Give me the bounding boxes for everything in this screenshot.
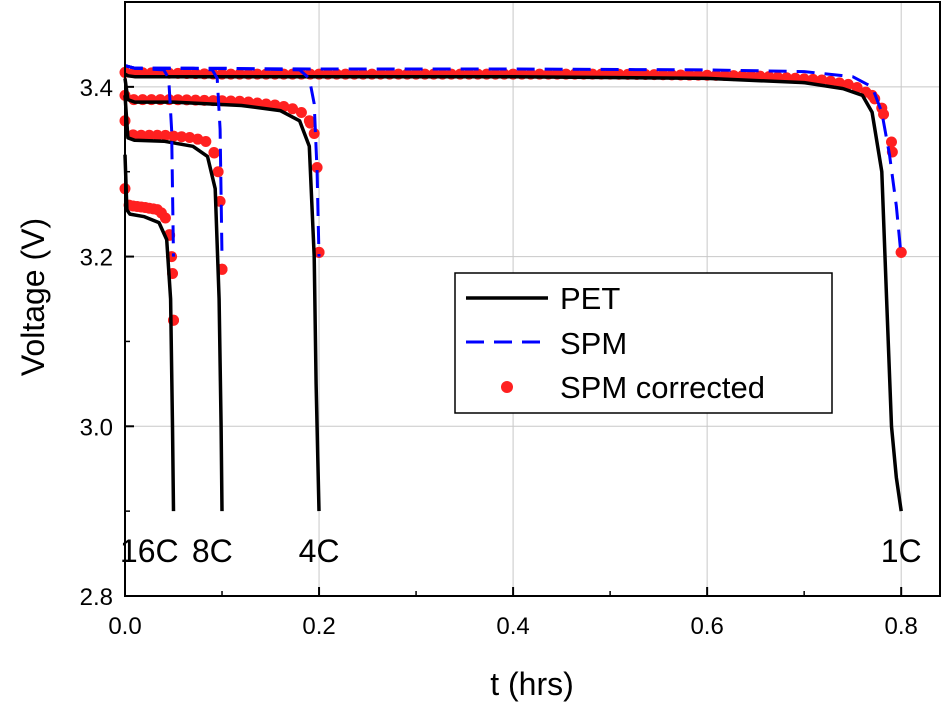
y-tick-label: 3.2 <box>80 245 113 272</box>
spm-corrected-point <box>208 147 220 159</box>
pet-series-line <box>123 154 176 512</box>
spm-series-line <box>124 64 321 257</box>
spm-corrected-point <box>308 128 320 140</box>
legend-label-spm-corrected: SPM corrected <box>560 370 765 405</box>
x-tick-label: 0.0 <box>108 613 141 640</box>
spm-corrected-point <box>159 212 171 224</box>
plot-frame <box>124 1 941 597</box>
x-tick-label: 0.4 <box>496 613 529 640</box>
y-tick-label: 3.0 <box>80 414 113 441</box>
x-tick-label: 0.2 <box>302 613 335 640</box>
spm-corrected-point <box>311 161 323 173</box>
spm-corrected-point <box>825 75 837 87</box>
spm-corrected-point <box>313 246 325 258</box>
spm-corrected-point <box>200 136 212 148</box>
x-axis-title: t (hrs) <box>490 666 574 702</box>
x-tick-label: 0.8 <box>885 613 918 640</box>
y-axis-title: Voltage (V) <box>15 218 51 376</box>
spm-series-group <box>124 64 903 257</box>
spm-corrected-point <box>143 129 155 141</box>
spm-corrected-point <box>176 131 188 143</box>
x-tick-label: 0.6 <box>690 613 723 640</box>
legend-label-pet: PET <box>560 281 620 316</box>
spm-corrected-point <box>151 129 163 141</box>
legend-swatch-spm-corrected <box>501 381 513 393</box>
spm-series-line <box>124 64 903 257</box>
spm-corrected-point <box>212 166 224 178</box>
rate-label: 16C <box>120 533 179 569</box>
tick-labels: 0.0 0.2 0.4 0.6 0.8 2.8 3.0 3.2 3.4 <box>80 75 918 640</box>
pet-series-group <box>123 72 903 512</box>
pet-series-line <box>123 95 224 512</box>
spm-series-line <box>124 64 175 257</box>
pet-series-line <box>123 78 321 512</box>
spm-corrected-point <box>833 77 845 89</box>
spm-corrected-point <box>842 78 854 90</box>
spm-corrected-point <box>295 106 307 118</box>
spm-corrected-point <box>168 130 180 142</box>
legend: PET SPM SPM corrected <box>454 272 833 414</box>
spm-corrected-point <box>269 99 281 111</box>
y-tick-label: 3.4 <box>80 75 113 102</box>
annotations: 16C 8C 4C 1C <box>120 533 922 569</box>
ticks <box>124 85 903 597</box>
rate-label: 4C <box>299 533 340 569</box>
legend-label-spm: SPM <box>560 326 627 361</box>
spm-corrected-point <box>885 136 897 148</box>
spm-corrected-point <box>287 103 299 115</box>
spm-corrected-point <box>895 246 907 258</box>
spm-corrected-point <box>816 74 828 86</box>
pet-series-line <box>124 72 903 512</box>
spm-corrected-point <box>135 129 147 141</box>
rate-label: 1C <box>881 533 922 569</box>
spm-corrected-point <box>159 129 171 141</box>
spm-corrected-point <box>303 115 315 127</box>
y-tick-label: 2.8 <box>80 584 113 611</box>
spm-corrected-point <box>851 81 863 93</box>
series-layer <box>119 64 907 512</box>
rate-label: 8C <box>192 533 233 569</box>
